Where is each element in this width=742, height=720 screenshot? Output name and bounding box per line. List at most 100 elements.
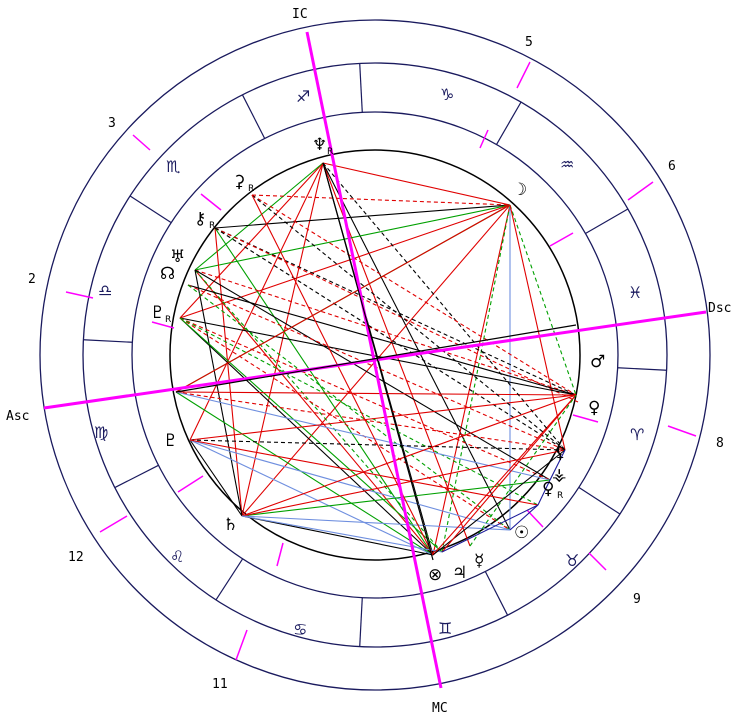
aspect-line bbox=[175, 204, 511, 393]
venus-icon: ♀ bbox=[588, 398, 600, 418]
retrograde-marker: R bbox=[209, 221, 215, 231]
outer-ring bbox=[39, 19, 711, 691]
house-cusp-tick bbox=[516, 61, 531, 89]
aspect-line bbox=[179, 317, 539, 506]
sign-divider bbox=[129, 195, 172, 224]
pisces-icon: ♓ bbox=[628, 283, 642, 302]
aspect-line bbox=[441, 504, 539, 553]
sign-divider bbox=[585, 208, 629, 235]
sign-divider bbox=[215, 558, 244, 601]
aspect-line bbox=[509, 204, 577, 396]
ic-label: IC bbox=[292, 7, 308, 22]
house-cusp-tick bbox=[588, 552, 607, 571]
cancer-icon: ♋ bbox=[293, 620, 307, 639]
sagittarius-icon: ♐ bbox=[296, 87, 310, 106]
sign-divider bbox=[241, 94, 266, 139]
aspect-line bbox=[251, 194, 577, 396]
aspect-line bbox=[214, 204, 511, 229]
zodiac-outer-ring bbox=[82, 62, 668, 648]
vesta-icon: ⚶ bbox=[552, 465, 566, 485]
sun-icon: ☉ bbox=[514, 523, 529, 543]
sign-divider bbox=[359, 63, 363, 113]
aspect-line bbox=[241, 515, 443, 553]
pluto-alt-icon: ♇ bbox=[163, 431, 178, 451]
house-cusp-tick bbox=[177, 475, 204, 493]
aspect-line bbox=[175, 391, 577, 396]
aspect-line bbox=[179, 317, 511, 531]
aspect-line bbox=[189, 394, 577, 441]
gemini-icon: ♊ bbox=[438, 619, 452, 638]
aspect-line bbox=[214, 227, 434, 556]
aspect-line bbox=[179, 317, 551, 481]
planet-glyphs: ♆ R⚳ R⚷ R♅☊♇ R♇♄⊗ ♃☿☉♀ R⚶⚸♂♀☽ bbox=[150, 135, 605, 585]
aspect-line bbox=[469, 394, 577, 547]
house-cusp-tick bbox=[549, 232, 574, 247]
house-cusp-tick bbox=[479, 129, 489, 149]
capricorn-icon: ♑ bbox=[440, 85, 454, 104]
ceres-icon: ⚳ bbox=[233, 172, 245, 192]
aspect-line bbox=[194, 269, 577, 396]
house-number-9: 9 bbox=[633, 592, 641, 607]
sign-divider bbox=[359, 597, 363, 647]
aspect-line bbox=[179, 317, 434, 556]
house-cusp-tick bbox=[627, 181, 654, 201]
house-cusp-tick bbox=[99, 515, 128, 533]
scorpio-icon: ♏ bbox=[166, 157, 180, 176]
aspect-line bbox=[194, 269, 243, 517]
moon-icon: ☽ bbox=[512, 180, 527, 200]
retrograde-marker: R bbox=[327, 147, 333, 157]
aspect-line bbox=[194, 204, 511, 271]
house-cusp-tick bbox=[276, 542, 284, 567]
saturn-icon: ♄ bbox=[223, 515, 238, 535]
aquarius-icon: ♒ bbox=[560, 155, 574, 174]
house-cusps bbox=[65, 61, 697, 661]
aspect-line bbox=[241, 394, 577, 517]
house-cusp-tick bbox=[235, 629, 248, 661]
pluto-icon: ♇ bbox=[150, 303, 165, 323]
house-number-11: 11 bbox=[212, 677, 228, 692]
taurus-icon: ♉ bbox=[565, 551, 579, 570]
retrograde-marker: R bbox=[165, 315, 171, 325]
aspect-line bbox=[179, 204, 511, 319]
house-cusp-tick bbox=[572, 414, 599, 423]
aspect-line bbox=[432, 204, 511, 556]
aspect-line bbox=[194, 269, 551, 481]
retrograde-marker: R bbox=[557, 491, 563, 501]
house-number-12: 12 bbox=[68, 550, 84, 565]
aspect-line bbox=[189, 439, 539, 506]
aspect-line bbox=[509, 204, 566, 451]
sign-divider bbox=[484, 571, 509, 616]
aspect-line bbox=[189, 162, 324, 441]
aspect-line bbox=[322, 162, 511, 531]
mc-label: MC bbox=[432, 701, 448, 716]
part-of-fortune-icon: ⊗ bbox=[428, 565, 442, 585]
house-cusp-tick bbox=[65, 291, 94, 299]
asc-dsc-inner bbox=[175, 324, 577, 393]
house-cusp-tick bbox=[200, 193, 222, 211]
aspect-line bbox=[175, 391, 566, 451]
house-number-5: 5 bbox=[525, 35, 533, 50]
sign-dividers bbox=[83, 63, 667, 647]
sign-divider bbox=[495, 101, 522, 145]
aspect-line bbox=[179, 317, 443, 553]
aspect-line bbox=[189, 439, 434, 556]
ic-mc-inner bbox=[322, 162, 434, 561]
retrograde-marker: R bbox=[248, 184, 254, 194]
aspect-line bbox=[251, 194, 511, 206]
asc-dsc-axis bbox=[43, 310, 707, 410]
leo-icon: ♌ bbox=[170, 547, 184, 566]
sign-divider bbox=[83, 339, 133, 343]
aspect-line bbox=[187, 284, 511, 531]
aspect-line bbox=[194, 162, 324, 271]
house-number-3: 3 bbox=[108, 116, 116, 131]
house-cusp-tick bbox=[667, 425, 697, 437]
aspect-line bbox=[251, 194, 566, 451]
house-number-8: 8 bbox=[716, 436, 724, 451]
house-cusp-tick bbox=[151, 321, 175, 329]
venus-retro-icon: ♀ bbox=[542, 479, 554, 499]
aspect-line bbox=[537, 479, 551, 506]
chiron-icon: ⚷ bbox=[194, 209, 206, 229]
aspect-line bbox=[214, 227, 243, 517]
aspect-line bbox=[509, 504, 539, 531]
